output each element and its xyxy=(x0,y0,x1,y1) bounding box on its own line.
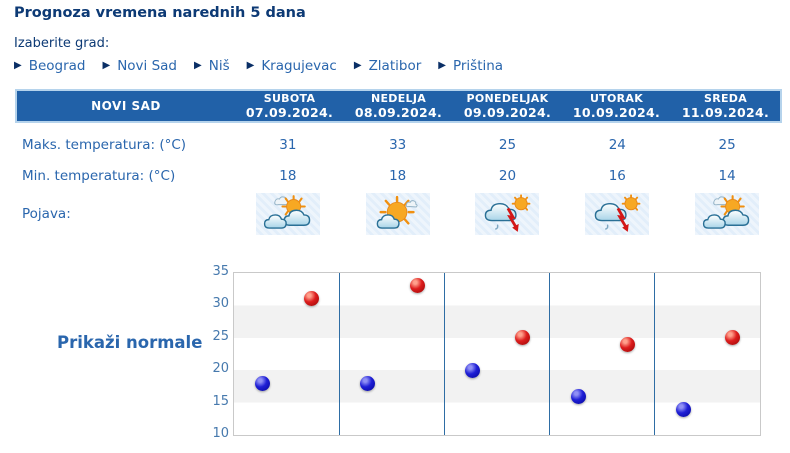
max-temp-value: 25 xyxy=(498,137,517,153)
min-temp-value: 20 xyxy=(498,167,517,184)
day-header: PONEDELJAK 09.09.2024. xyxy=(453,92,562,120)
min-temp-dot xyxy=(675,401,691,417)
chart-day-separator xyxy=(338,273,340,435)
max-temp-dot xyxy=(725,330,741,346)
station-name: NOVI SAD xyxy=(91,99,161,113)
day-name: SUBOTA xyxy=(263,92,316,105)
max-temp-value: 24 xyxy=(608,137,626,153)
city-link-label: Kragujevac xyxy=(261,58,337,74)
show-normals-link[interactable]: Prikaži normale xyxy=(57,333,203,352)
phenomena-label: Pojava: xyxy=(22,206,71,222)
arrow-right-icon: ▶ xyxy=(194,60,202,71)
arrow-right-icon: ▶ xyxy=(14,60,22,71)
min-temp-dot xyxy=(570,388,586,404)
y-tick-label: 15 xyxy=(212,393,229,409)
day-name: UTORAK xyxy=(589,92,644,105)
day-header: SREDA 11.09.2024. xyxy=(671,92,780,120)
arrow-right-icon: ▶ xyxy=(102,60,111,71)
arrow-right-icon: ▶ xyxy=(353,60,362,71)
min-temp-dot xyxy=(465,362,481,378)
day-date: 07.09.2024. xyxy=(245,105,334,120)
day-name: SREDA xyxy=(703,92,748,105)
city-link-zlatibor[interactable]: ▶ Zlatibor xyxy=(354,58,421,74)
weather-icon-thunderstorm xyxy=(585,193,650,235)
min-temp-value: 18 xyxy=(389,167,407,184)
chart-day-separator xyxy=(654,273,656,435)
max-temp-dot xyxy=(619,336,635,352)
chart-day-separator xyxy=(443,273,445,435)
weather-icon-partly-cloudy xyxy=(695,193,760,235)
mostly-sunny-icon xyxy=(376,195,418,229)
city-link-label: Zlatibor xyxy=(368,58,422,74)
max-temp-dot xyxy=(514,330,530,346)
city-link-beograd[interactable]: ▶ Beograd xyxy=(14,58,86,74)
table-row-phenomena: Pojava: xyxy=(15,190,782,238)
day-name: NEDELJA xyxy=(370,92,427,105)
table-row-max-temp: Maks. temperatura: (°C) 31 33 25 24 25 xyxy=(15,129,782,161)
weather-icon-thunderstorm xyxy=(475,193,540,235)
max-temp-value: 31 xyxy=(279,137,297,153)
arrow-right-icon: ▶ xyxy=(246,60,255,71)
weather-icon-partly-cloudy xyxy=(255,193,320,235)
max-temp-value: 25 xyxy=(718,137,736,153)
day-header: SUBOTA 07.09.2024. xyxy=(235,92,344,120)
day-header: UTORAK 10.09.2024. xyxy=(562,92,671,120)
min-temp-dot xyxy=(254,375,270,391)
day-name: PONEDELJAK xyxy=(466,92,549,105)
min-temp-value: 18 xyxy=(279,167,297,184)
table-row-min-temp: Min. temperatura: (°C) 18 18 20 16 14 xyxy=(15,161,782,190)
chart-day-separator xyxy=(549,273,551,435)
city-link-label: Novi Sad xyxy=(117,58,178,74)
y-tick-label: 25 xyxy=(212,328,229,344)
city-link-label: Priština xyxy=(452,58,504,74)
city-link-label: Niš xyxy=(208,58,230,74)
page-title: Prognoza vremena narednih 5 dana xyxy=(14,5,306,21)
min-temp-value: 14 xyxy=(718,167,736,184)
day-date: 09.09.2024. xyxy=(463,105,552,120)
max-temp-label: Maks. temperatura: (°C) xyxy=(22,137,187,153)
forecast-table-body: Maks. temperatura: (°C) 31 33 25 24 25 M… xyxy=(15,129,782,238)
partly-cloudy-icon xyxy=(263,195,311,229)
city-links: ▶ Beograd ▶ Novi Sad ▶ Niš ▶ Kragujevac … xyxy=(14,58,503,74)
y-tick-label: 30 xyxy=(212,296,229,312)
day-date: 08.09.2024. xyxy=(354,105,443,120)
city-link-nis[interactable]: ▶ Niš xyxy=(194,58,230,74)
city-link-label: Beograd xyxy=(28,58,86,74)
arrow-right-icon: ▶ xyxy=(438,60,446,71)
day-date: 11.09.2024. xyxy=(681,105,770,120)
day-date: 10.09.2024. xyxy=(572,105,661,120)
y-tick-label: 35 xyxy=(212,264,229,279)
day-header: NEDELJA 08.09.2024. xyxy=(344,92,453,120)
partly-cloudy-icon xyxy=(702,195,750,229)
min-temp-label: Min. temperatura: (°C) xyxy=(22,167,176,184)
max-temp-value: 33 xyxy=(389,137,407,153)
max-temp-dot xyxy=(409,278,425,294)
y-tick-label: 10 xyxy=(212,426,229,441)
thunderstorm-icon xyxy=(595,194,641,232)
city-link-novi-sad[interactable]: ▶ Novi Sad xyxy=(103,58,178,74)
chart-plot xyxy=(233,272,761,436)
forecast-table-header: NOVI SAD SUBOTA 07.09.2024. NEDELJA 08.0… xyxy=(15,89,782,123)
temperature-chart: 35 30 25 20 15 10 xyxy=(195,264,775,453)
max-temp-dot xyxy=(304,291,320,307)
min-temp-dot xyxy=(360,375,376,391)
thunderstorm-icon xyxy=(485,194,531,232)
min-temp-value: 16 xyxy=(608,167,626,184)
city-link-pristina[interactable]: ▶ Priština xyxy=(438,58,503,74)
weather-icon-mostly-sunny xyxy=(365,193,430,235)
y-tick-label: 20 xyxy=(212,361,229,377)
choose-city-label: Izaberite grad: xyxy=(14,36,110,51)
city-link-kragujevac[interactable]: ▶ Kragujevac xyxy=(247,58,337,74)
